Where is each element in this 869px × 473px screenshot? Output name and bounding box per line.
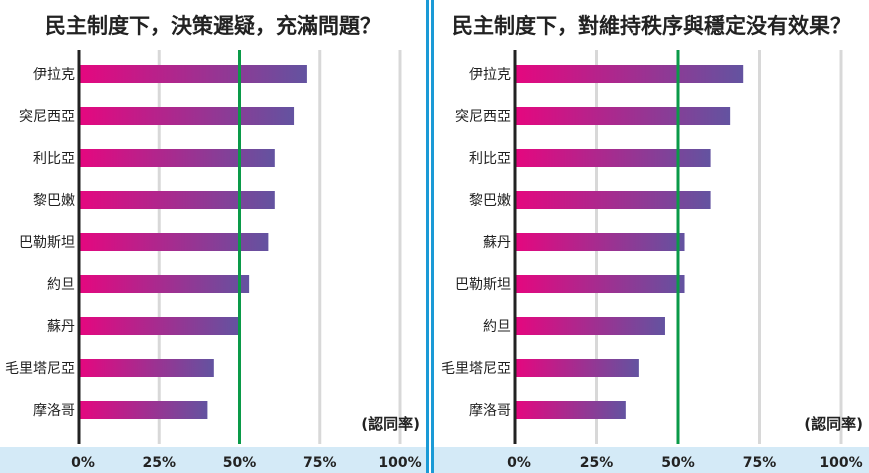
category-label: 伊拉克 [33,67,75,83]
bar [79,65,307,83]
bar [79,149,275,167]
category-label: 摩洛哥 [33,402,75,419]
tick-label: 75% [743,455,777,471]
bar [515,359,639,377]
category-label: 利比亞 [33,151,75,167]
tick-label: 25% [142,455,176,471]
category-label: 黎巴嫩 [469,193,511,209]
category-label: 約旦 [47,277,75,293]
bar [79,233,269,251]
bar [515,107,731,125]
tick-label: 0% [507,455,531,471]
bar [515,191,711,209]
tick-label: 0% [71,455,95,471]
category-label: 突尼西亞 [455,109,511,125]
category-label: 約旦 [483,319,511,335]
bar [515,233,685,251]
bar [515,149,711,167]
category-label: 毛里塔尼亞 [5,361,75,377]
bar [79,107,295,125]
category-label: 巴勒斯坦 [455,277,511,293]
chart-panel-decision: 民主制度下，決策遲疑，充滿問題？ 伊拉克突尼西亞利比亞黎巴嫩巴勒斯坦約旦蘇丹毛里塔… [0,0,429,473]
tick-label: 75% [303,455,337,471]
category-label: 摩洛哥 [469,402,511,419]
category-label: 突尼西亞 [19,109,75,125]
bar-chart: 民主制度下，對維持秩序與穩定没有效果？ 伊拉克突尼西亞利比亞黎巴嫩蘇丹巴勒斯坦約旦… [434,13,869,473]
tick-label: 50% [223,455,257,471]
category-label: 毛里塔尼亞 [441,361,511,377]
bar [515,65,744,83]
chart-panel-order: 民主制度下，對維持秩序與穩定没有效果？ 伊拉克突尼西亞利比亞黎巴嫩蘇丹巴勒斯坦約旦… [431,0,869,473]
tick-label: 50% [661,455,695,471]
category-label: 黎巴嫩 [33,193,75,209]
tick-label: 25% [580,455,614,471]
bar [79,359,214,377]
bar [79,317,240,335]
category-label: 伊拉克 [469,67,511,83]
tick-label: 100% [378,455,421,471]
axis-band [434,447,869,473]
category-label: 巴勒斯坦 [19,235,75,251]
chart-title: 民主制度下，對維持秩序與穩定没有效果？ [452,13,851,38]
bar [515,275,685,293]
unit-label: (認同率) [804,415,863,433]
tick-label: 100% [819,455,862,471]
bar [79,401,208,419]
bar [79,275,250,293]
category-label: 蘇丹 [47,319,75,335]
axis-band [0,447,426,473]
category-label: 蘇丹 [483,235,511,251]
bar [515,317,665,335]
category-label: 利比亞 [469,151,511,167]
unit-label: (認同率) [361,415,420,433]
bar-chart: 民主制度下，決策遲疑，充滿問題？ 伊拉克突尼西亞利比亞黎巴嫩巴勒斯坦約旦蘇丹毛里塔… [0,13,426,473]
bar [515,401,626,419]
chart-title: 民主制度下，決策遲疑，充滿問題？ [45,13,381,38]
bar [79,191,275,209]
